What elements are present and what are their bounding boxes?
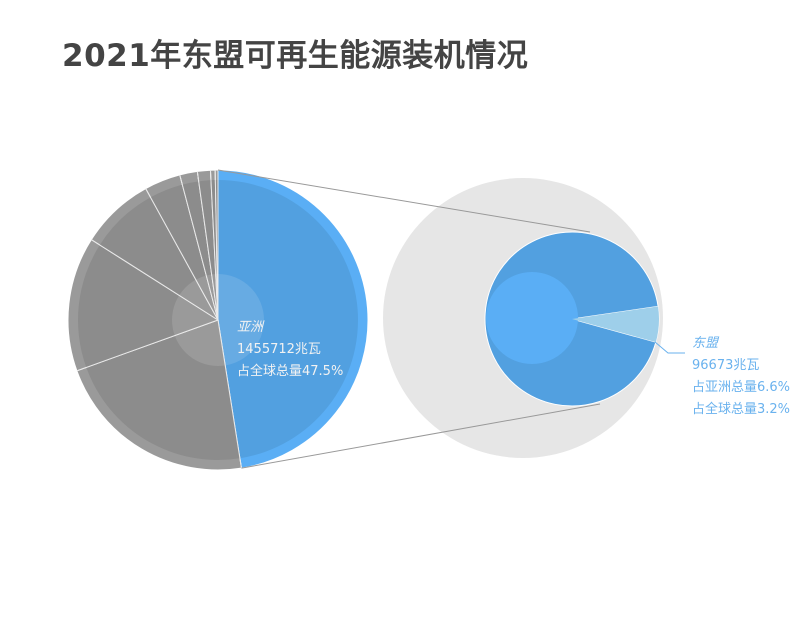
- sub-pie-inner-highlight: [486, 272, 578, 364]
- main-pie-slice: [99, 197, 218, 320]
- sub-pie-label: 占全球总量3.2%: [692, 401, 790, 417]
- slice-separator: [76, 319, 219, 372]
- slice-separator: [91, 239, 219, 321]
- slice-separator: [179, 174, 219, 321]
- sub-pie-label: 96673兆瓦: [692, 358, 759, 373]
- main-pie-slice: [78, 244, 219, 368]
- chart-title: 2021年东盟可再生能源装机情况: [62, 38, 529, 74]
- main-pie-label: 1455712兆瓦: [237, 342, 321, 357]
- slice-separator: [145, 188, 219, 321]
- sub-pie-label: 东盟: [692, 336, 720, 351]
- sub-pie-slice-asean-top: [572, 306, 659, 343]
- slice-separator: [214, 170, 219, 321]
- slice-separator: [209, 170, 219, 321]
- slice-separator: [217, 319, 242, 469]
- main-pie-inner-ring: [172, 274, 264, 366]
- main-pie-label: 亚洲: [237, 320, 265, 335]
- main-pie-label: 占全球总量47.5%: [237, 363, 343, 379]
- asean-label-leader: [654, 341, 685, 354]
- main-pie-slice: [218, 180, 359, 459]
- connector-line-top: [217, 169, 591, 233]
- main-pie-slice: [150, 184, 218, 320]
- slice-separator: [196, 171, 219, 321]
- connector-line-bottom: [241, 403, 601, 469]
- sub-pie-label: 占亚洲总量6.6%: [692, 380, 790, 395]
- main-pie-slice: [86, 320, 240, 460]
